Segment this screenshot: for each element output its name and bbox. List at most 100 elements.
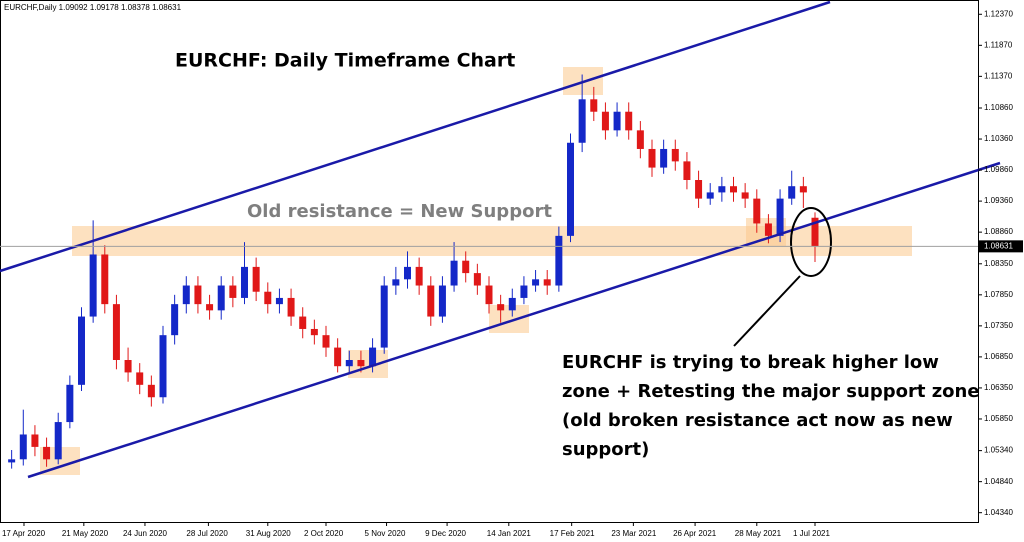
callout-line-text: EURCHF is trying to break higher low (562, 352, 939, 373)
x-tick-label: 24 Jun 2020 (123, 529, 168, 538)
candle-body (648, 148, 656, 168)
x-tick-label: 14 Jan 2021 (487, 529, 532, 538)
candle-body (706, 192, 714, 199)
candle-body (532, 279, 540, 286)
y-tick-label: 1.10860 (984, 103, 1013, 112)
candle-body (427, 285, 435, 317)
candle-body (590, 99, 598, 112)
candle-body (788, 186, 796, 199)
callout-line-text: (old broken resistance act now as new (562, 410, 953, 431)
candle-body (217, 285, 225, 311)
candle-body (357, 360, 365, 367)
y-tick-label: 1.07350 (984, 321, 1013, 330)
candle-body (206, 304, 214, 311)
callout-line (733, 275, 801, 347)
candle-body (112, 304, 120, 360)
current-price-label: 1.08631 (984, 241, 1013, 250)
y-tick-label: 1.07850 (984, 290, 1013, 299)
candle-body (555, 235, 563, 286)
y-tick-label: 1.10360 (984, 134, 1013, 143)
candle-body (299, 316, 307, 329)
candle-body (718, 186, 726, 193)
candle-body (147, 384, 155, 398)
candle-body (287, 297, 295, 317)
candle-body (741, 192, 749, 199)
x-tick-label: 17 Apr 2020 (2, 529, 46, 538)
x-tick-label: 26 Apr 2021 (673, 529, 717, 538)
candle-body (322, 335, 330, 348)
y-tick-label: 1.09860 (984, 165, 1013, 174)
candle-body (229, 285, 237, 298)
candle-body (8, 459, 16, 463)
candle-body (601, 111, 609, 131)
candle-body (101, 254, 109, 305)
candle-body (252, 266, 260, 292)
candle-body (473, 273, 481, 286)
x-tick-label: 28 Jul 2020 (186, 529, 228, 538)
x-tick-label: 21 May 2020 (62, 529, 109, 538)
candle-body (54, 422, 62, 460)
y-tick-label: 1.11870 (984, 40, 1013, 49)
y-tick-label: 1.08860 (984, 227, 1013, 236)
candle-body (578, 99, 586, 143)
candle-body (171, 304, 179, 336)
candle-body (89, 254, 97, 317)
candle-body (124, 360, 132, 373)
x-tick-label: 31 Aug 2020 (246, 529, 291, 538)
y-tick-label: 1.04840 (984, 477, 1013, 486)
candle-body (310, 328, 318, 336)
trend-lines (0, 0, 1001, 479)
x-tick-label: 17 Feb 2021 (550, 529, 595, 538)
y-tick-label: 1.09360 (984, 196, 1013, 205)
candle-body (450, 260, 458, 286)
x-tick-label: 1 Jul 2021 (793, 529, 830, 538)
candle-body (43, 446, 51, 460)
candle-body (497, 304, 505, 311)
candle-body (345, 360, 353, 367)
candle-body (241, 266, 248, 298)
candles (8, 74, 819, 469)
chart-header: EURCHF,Daily 1.09092 1.09178 1.08378 1.0… (4, 3, 182, 12)
callout-line-text: zone + Retesting the major support zone (562, 381, 980, 402)
y-tick-label: 1.06350 (984, 383, 1013, 392)
y-tick-label: 1.04340 (984, 508, 1013, 517)
candle-body (275, 297, 283, 305)
candle-body (683, 161, 691, 180)
highlight-ellipse (790, 207, 832, 277)
y-tick-label: 1.05340 (984, 446, 1013, 455)
zones (40, 67, 912, 475)
candle-body (811, 217, 819, 247)
chart-title: EURCHF: Daily Timeframe Chart (175, 50, 515, 72)
annotation: Old resistance = New Support (247, 201, 552, 222)
current-price-box (979, 240, 1023, 253)
y-tick-label: 1.11370 (984, 71, 1013, 80)
candle-body (520, 285, 528, 298)
candle-body (753, 198, 761, 224)
candle-body (636, 130, 644, 149)
x-tick-label: 28 May 2021 (735, 529, 782, 538)
callout: EURCHF is trying to break higher low zone… (562, 352, 980, 460)
candle-body (695, 180, 703, 199)
x-tick-label: 2 Oct 2020 (304, 529, 344, 538)
candle-body (66, 384, 74, 423)
candle-body (508, 297, 516, 311)
candle-body (485, 285, 493, 305)
lower-trend-line (27, 161, 1001, 479)
candle-body (438, 285, 446, 317)
candle-body (194, 285, 202, 305)
candle-body (613, 111, 621, 131)
candle-body (776, 198, 784, 236)
candle-body (415, 266, 423, 286)
candle-body (567, 142, 574, 236)
x-tick-label: 9 Dec 2020 (425, 529, 466, 538)
candle-body (799, 186, 807, 193)
candle-body (159, 335, 167, 398)
candle-body (730, 186, 737, 193)
candle-body (334, 347, 342, 367)
candle-body (182, 285, 190, 305)
zone-box (348, 350, 388, 378)
candle-body (136, 372, 144, 385)
callout-line-text: support) (562, 439, 649, 460)
candle-body (31, 434, 39, 447)
